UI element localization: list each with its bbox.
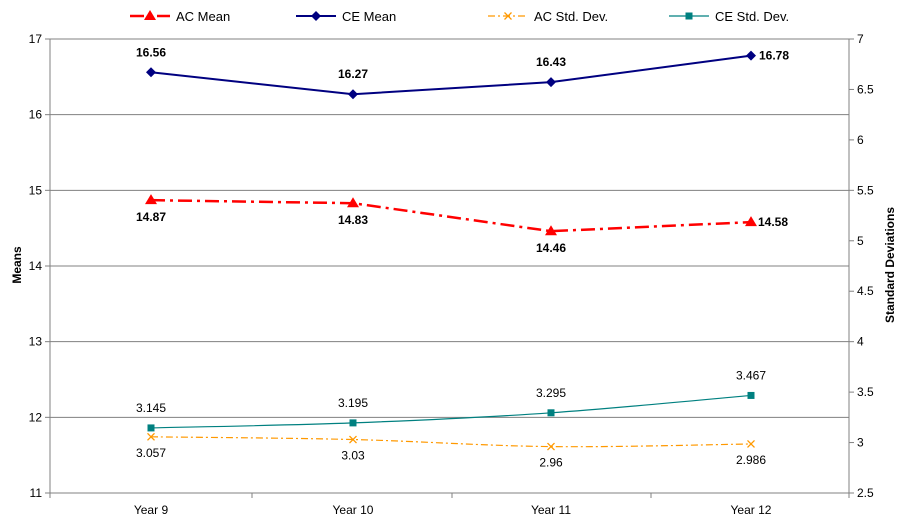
legend-item: CE Mean [296, 9, 396, 24]
square-marker [547, 409, 555, 417]
legend-item: CE Std. Dev. [669, 9, 789, 24]
x-marker [349, 435, 357, 444]
x-tick-label: Year 10 [333, 503, 374, 517]
right-axis-title: Standard Deviations [883, 207, 897, 323]
square-marker [349, 419, 357, 427]
right-axis-ticks: 2.5 3 3.5 4 4.5 5 5.5 6 6.5 7 [849, 32, 874, 500]
data-label: 3.03 [341, 449, 365, 463]
legend-label: CE Std. Dev. [715, 9, 789, 24]
data-label: 2.986 [736, 453, 766, 467]
left-tick-label: 16 [29, 108, 43, 122]
ce-mean-line [150, 54, 752, 96]
right-tick-label: 4.5 [857, 284, 874, 298]
data-label: 16.27 [338, 67, 368, 81]
diamond-marker [546, 77, 556, 88]
ac-std-dev-line [150, 436, 752, 448]
legend-label: AC Std. Dev. [534, 9, 608, 24]
x-marker [547, 442, 555, 451]
legend-label: CE Mean [342, 9, 396, 24]
left-tick-label: 14 [29, 259, 43, 273]
legend-item: AC Std. Dev. [488, 9, 608, 24]
left-tick-label: 15 [29, 183, 43, 197]
x-tick-label: Year 11 [531, 503, 571, 517]
triangle-marker [545, 225, 557, 236]
data-label: 14.83 [338, 213, 368, 227]
right-tick-label: 6 [857, 133, 864, 147]
ac-mean-line [150, 198, 752, 233]
x-marker [504, 12, 512, 20]
right-tick-label: 5 [857, 234, 864, 248]
triangle-marker [145, 194, 157, 205]
square-marker [747, 391, 755, 399]
x-marker [747, 440, 755, 448]
data-label: 3.295 [536, 386, 566, 400]
gridlines [50, 114, 849, 418]
right-tick-label: 3 [857, 436, 864, 450]
left-tick-label: 17 [29, 32, 43, 46]
x-tick-label: Year 9 [134, 503, 169, 517]
right-tick-label: 2.5 [857, 486, 874, 500]
diamond-marker [348, 89, 358, 100]
right-tick-label: 4 [857, 335, 864, 349]
data-label: 16.56 [136, 45, 166, 59]
data-label: 14.46 [536, 241, 566, 255]
right-tick-label: 3.5 [857, 385, 874, 399]
x-marker-stroke [547, 442, 555, 451]
data-label: 3.467 [736, 368, 766, 382]
series-layer [145, 50, 757, 451]
legend-item: AC Mean [130, 9, 230, 24]
ce-std-dev-line [150, 394, 752, 429]
diamond-marker [311, 11, 321, 21]
data-label: 14.58 [758, 215, 788, 229]
right-tick-label: 7 [857, 32, 864, 46]
legend: AC Mean CE Mean AC Std. Dev. CE Std. Dev. [130, 9, 789, 24]
right-tick-label: 6.5 [857, 82, 874, 96]
x-marker-stroke [504, 12, 512, 20]
x-axis-ticks: Year 9 Year 10 Year 11 Year 12 [49, 493, 850, 517]
data-label: 16.43 [536, 55, 566, 69]
x-marker [147, 432, 155, 441]
legend-label: AC Mean [176, 9, 230, 24]
data-label: 14.87 [136, 210, 166, 224]
data-label: 16.78 [759, 49, 789, 63]
triangle-marker [745, 216, 757, 227]
right-tick-label: 5.5 [857, 183, 874, 197]
square-marker [147, 424, 155, 432]
data-labels: 14.87 14.83 14.46 14.58 16.56 16.27 16.43 16.78… [136, 45, 789, 469]
data-label: 3.057 [136, 446, 166, 460]
left-axis-ticks: 11 12 13 14 15 16 17 [29, 32, 50, 500]
x-marker-stroke [147, 432, 155, 441]
diamond-marker [746, 50, 756, 61]
x-marker-stroke [349, 435, 357, 444]
triangle-marker [144, 10, 156, 20]
data-label: 3.145 [136, 401, 166, 415]
data-label: 2.96 [539, 456, 563, 470]
triangle-marker [347, 197, 359, 208]
x-marker-stroke [747, 440, 755, 448]
left-tick-label: 12 [29, 410, 43, 424]
data-label: 3.195 [338, 396, 368, 410]
left-axis-title: Means [10, 246, 24, 284]
left-tick-label: 11 [30, 486, 43, 500]
left-tick-label: 13 [29, 335, 43, 349]
diamond-marker [146, 67, 156, 78]
x-tick-label: Year 12 [731, 503, 772, 517]
square-marker [685, 12, 693, 20]
